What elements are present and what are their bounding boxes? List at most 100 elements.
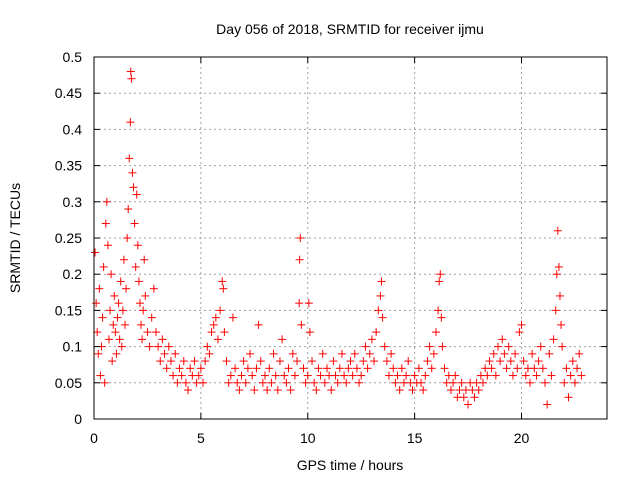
data-point: [280, 371, 289, 380]
data-point: [267, 378, 276, 387]
data-point: [308, 357, 317, 366]
data-point: [220, 328, 229, 337]
data-point: [517, 320, 526, 329]
data-point: [127, 74, 136, 83]
data-point: [435, 277, 444, 286]
data-point: [421, 371, 430, 380]
x-tick-label: 15: [407, 430, 423, 446]
data-point: [568, 357, 577, 366]
data-point: [126, 67, 135, 76]
data-point: [380, 342, 389, 351]
data-point: [513, 364, 522, 373]
y-tick-label: 0.05: [55, 375, 82, 391]
data-point: [196, 364, 205, 373]
data-point: [108, 357, 117, 366]
data-point: [162, 364, 171, 373]
y-tick-label: 0.5: [63, 49, 83, 65]
y-tick-label: 0.15: [55, 302, 82, 318]
x-tick-label: 5: [197, 430, 205, 446]
data-point: [479, 378, 488, 387]
data-point: [126, 118, 135, 127]
data-point: [273, 386, 282, 395]
data-point: [367, 335, 376, 344]
data-point: [254, 320, 263, 329]
data-point: [397, 364, 406, 373]
data-point: [186, 364, 195, 373]
data-point: [547, 371, 556, 380]
data-point: [425, 342, 434, 351]
data-point: [577, 371, 586, 380]
data-point: [151, 328, 160, 337]
data-point: [269, 349, 278, 358]
data-point: [201, 357, 210, 366]
data-point: [141, 291, 150, 300]
data-point: [203, 342, 212, 351]
data-point: [102, 197, 111, 206]
data-point: [226, 371, 235, 380]
data-point: [194, 371, 203, 380]
data-point: [511, 349, 520, 358]
data-point: [104, 335, 113, 344]
data-point: [110, 291, 119, 300]
data-point: [564, 393, 573, 402]
data-point: [271, 371, 280, 380]
data-point: [199, 378, 208, 387]
data-point: [93, 328, 102, 337]
data-point: [261, 371, 269, 380]
data-point: [171, 349, 180, 358]
data-point: [451, 371, 460, 380]
data-point: [117, 342, 126, 351]
data-point: [205, 349, 214, 358]
data-point: [436, 270, 445, 279]
data-point: [265, 364, 274, 373]
data-point: [137, 320, 146, 329]
data-point: [130, 219, 139, 228]
data-point: [551, 306, 560, 315]
data-point: [134, 277, 143, 286]
data-point: [133, 241, 142, 250]
data-point: [374, 306, 383, 315]
data-point: [119, 255, 128, 264]
data-point: [337, 349, 346, 358]
data-point: [552, 270, 561, 279]
data-point: [575, 349, 584, 358]
data-point: [293, 357, 302, 366]
data-point: [116, 277, 125, 286]
data-point: [483, 371, 492, 380]
data-point: [342, 378, 351, 387]
data-point: [359, 357, 368, 366]
data-point: [449, 378, 458, 387]
data-point: [111, 328, 120, 337]
y-tick-label: 0.1: [63, 339, 83, 355]
data-point: [372, 328, 381, 337]
data-point: [459, 393, 468, 402]
y-tick-label: 0: [74, 411, 82, 427]
data-point: [555, 291, 564, 300]
data-point: [318, 349, 327, 358]
data-point: [301, 378, 310, 387]
data-point: [95, 284, 104, 293]
data-point: [149, 284, 158, 293]
data-point: [553, 226, 562, 235]
data-point: [331, 371, 340, 380]
data-point: [112, 349, 121, 358]
data-point: [340, 371, 349, 380]
data-point: [224, 378, 233, 387]
data-point: [156, 357, 165, 366]
data-point: [489, 349, 498, 358]
x-axis-label: GPS time / hours: [297, 457, 404, 473]
data-point: [145, 342, 154, 351]
data-point: [164, 342, 173, 351]
data-point: [487, 364, 496, 373]
data-point: [389, 364, 398, 373]
data-point: [440, 364, 449, 373]
data-point: [179, 357, 188, 366]
data-point: [363, 364, 372, 373]
data-point: [446, 386, 455, 395]
data-point: [408, 386, 417, 395]
data-point: [344, 364, 353, 373]
data-points: [91, 67, 586, 409]
data-point: [278, 335, 287, 344]
data-point: [284, 364, 293, 373]
data-point: [122, 284, 131, 293]
